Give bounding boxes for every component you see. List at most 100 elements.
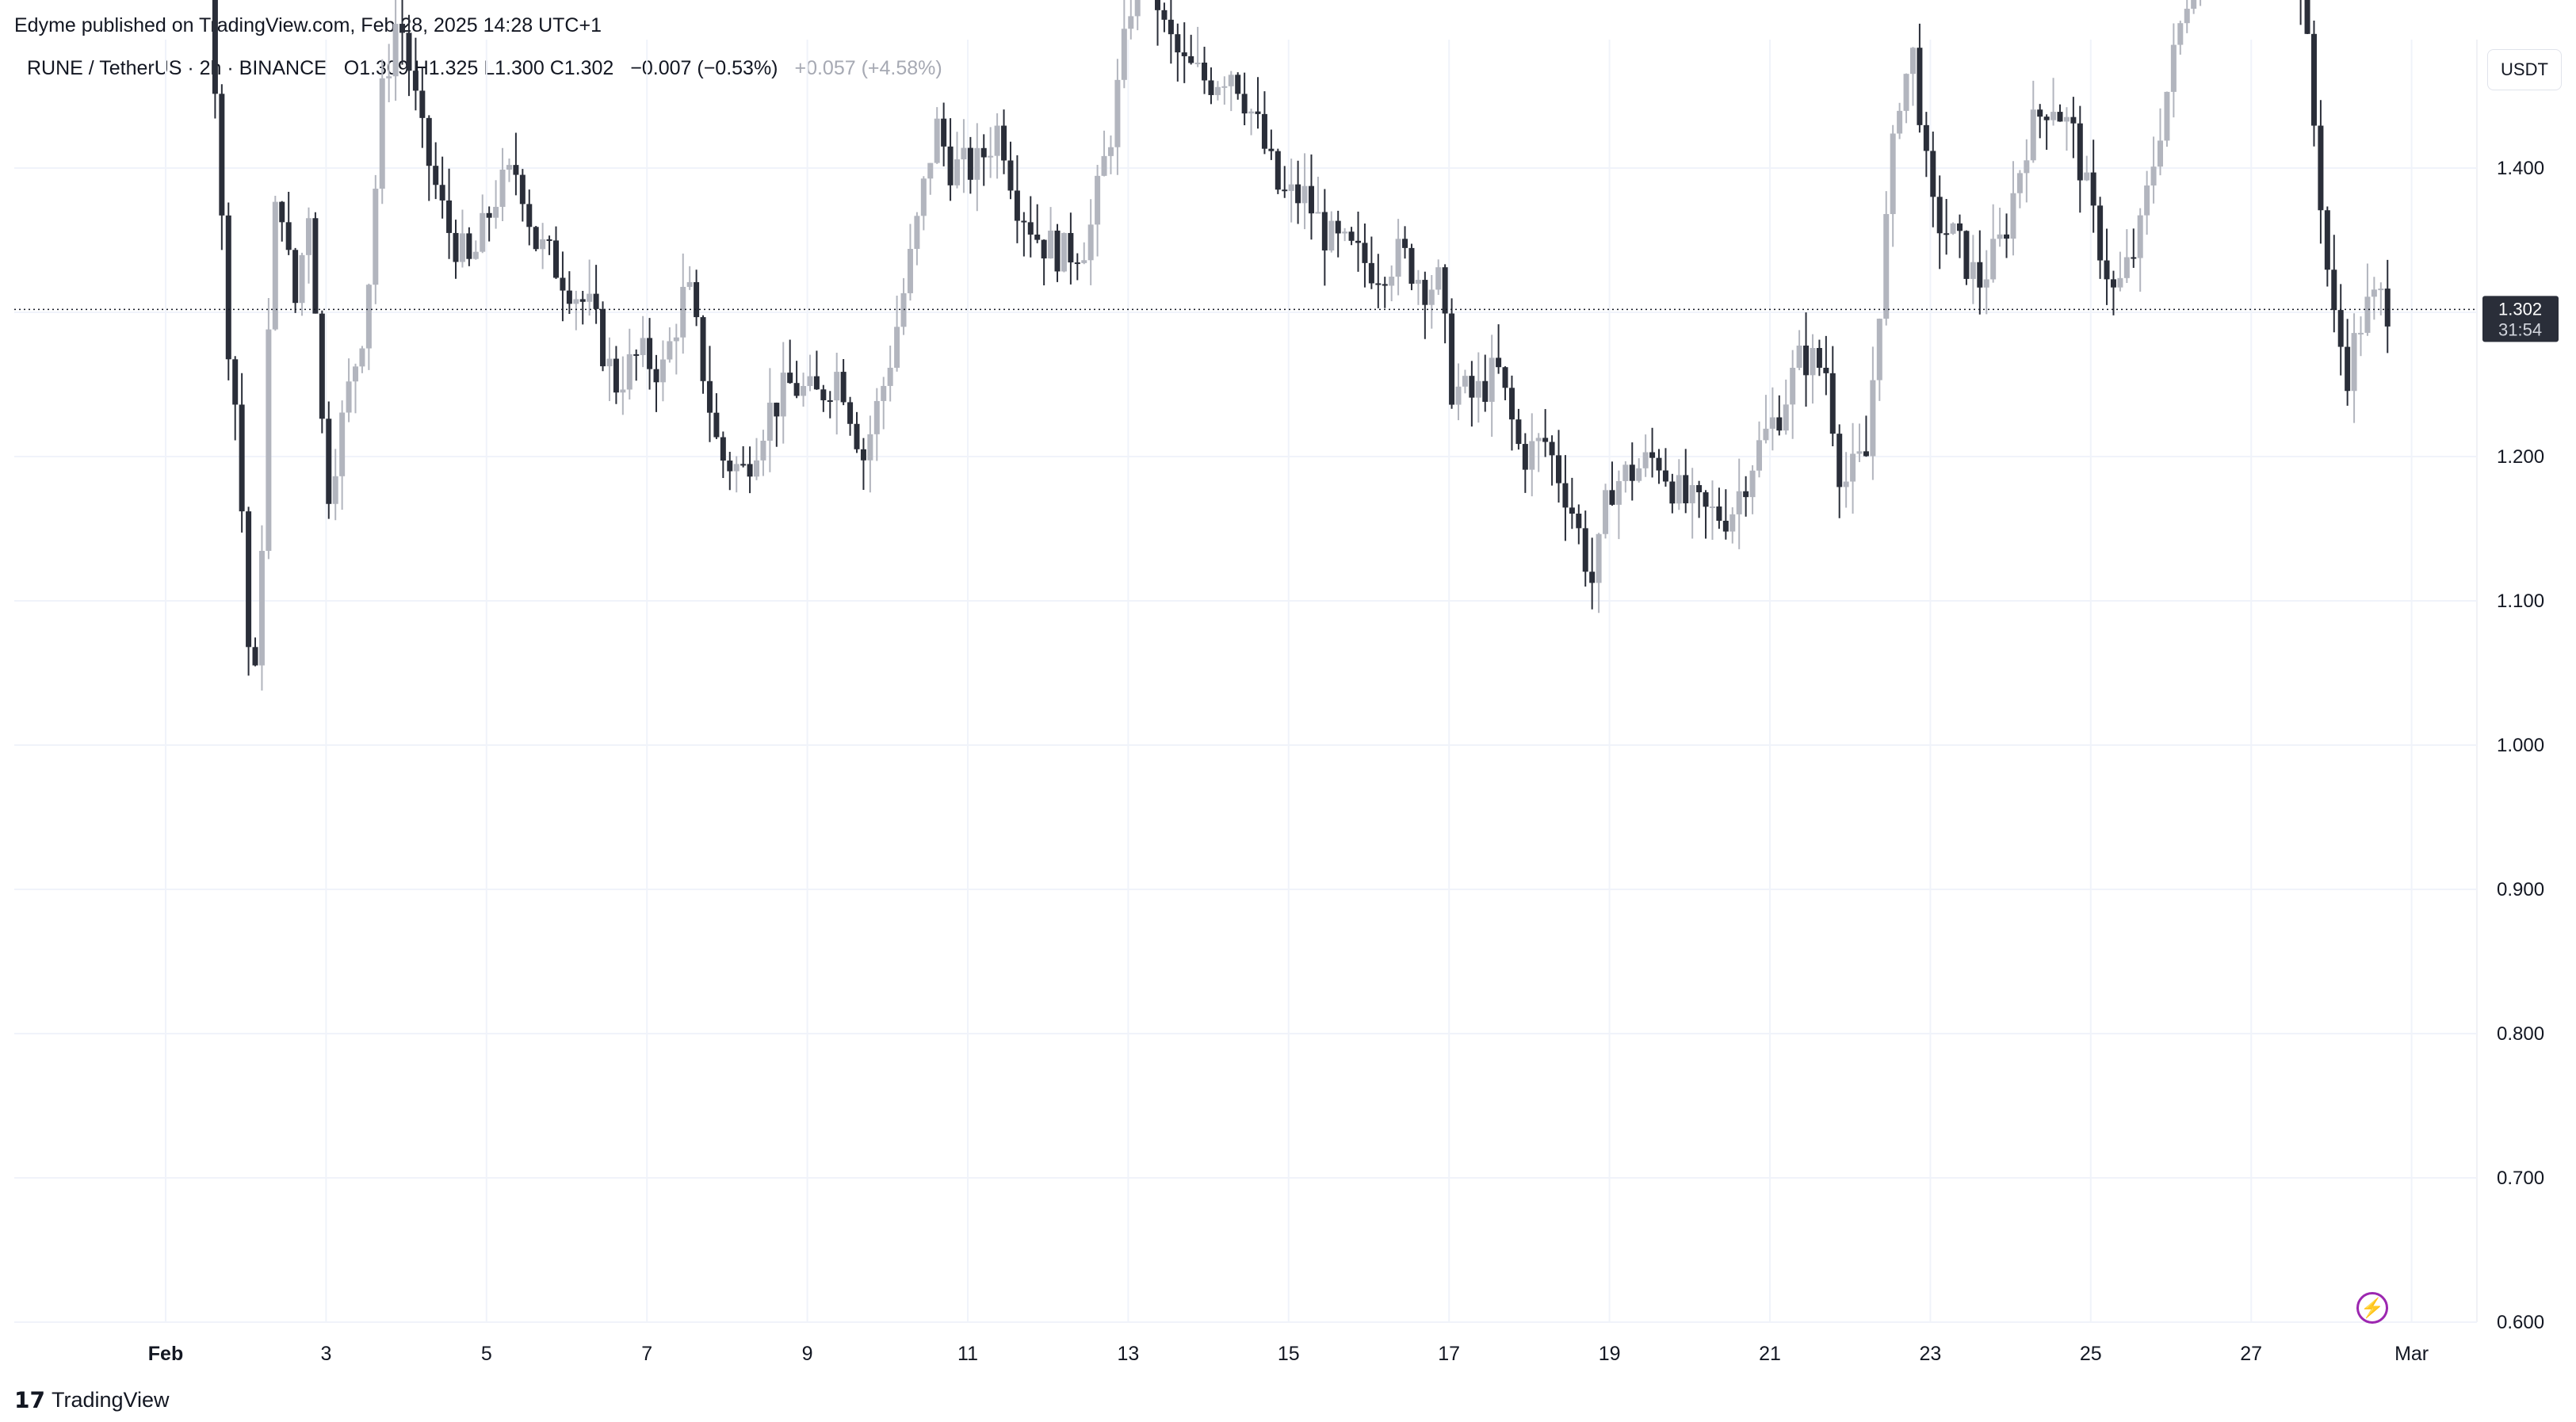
candle-body — [2184, 9, 2190, 24]
candle-body — [2378, 289, 2384, 291]
candle-body — [433, 166, 439, 185]
candle-body — [1155, 0, 1161, 10]
y-tick-label: 0.600 — [2497, 1312, 2544, 1333]
candle-body — [1669, 481, 1676, 504]
candle-body — [1743, 491, 1749, 498]
candle-body — [720, 437, 726, 461]
candle-body — [727, 461, 733, 472]
candle-body — [1636, 468, 1642, 481]
candle-body — [2030, 109, 2036, 161]
x-tick-label: 19 — [1599, 1343, 1621, 1365]
candle-body — [847, 402, 854, 424]
candle-body — [1475, 380, 1481, 398]
candle-body — [1027, 222, 1034, 235]
candle-body — [854, 423, 860, 449]
tradingview-logo[interactable]: 𝟭𝟳 TradingView — [14, 1387, 170, 1413]
candle-body — [2097, 205, 2104, 261]
candle-body — [1983, 279, 1989, 288]
candle-body — [319, 313, 325, 419]
currency-unit-button[interactable]: USDT — [2487, 49, 2562, 90]
candle-body — [980, 147, 987, 158]
candle-body — [1749, 470, 1756, 498]
candle-body — [620, 389, 626, 393]
candle-body — [346, 381, 352, 413]
candle-body — [1522, 444, 1528, 470]
candle-body — [754, 460, 760, 477]
candle-body — [1589, 571, 1596, 583]
candle-body — [1128, 16, 1134, 29]
candle-body — [1596, 533, 1602, 583]
candle-body — [1389, 277, 1395, 286]
candle-body — [1462, 376, 1468, 387]
candle-body — [1943, 233, 1950, 235]
symbol-legend[interactable]: RUNE / TetherUS · 2h · BINANCE O1.309 H1… — [27, 57, 942, 80]
candle-body — [813, 376, 820, 390]
candle-body — [1615, 480, 1622, 505]
candle-body — [820, 389, 827, 400]
candle-body — [1950, 223, 1956, 234]
candle-body — [219, 94, 225, 216]
candle-body — [1382, 284, 1388, 286]
lightning-icon[interactable]: ⚡ — [2356, 1292, 2388, 1324]
candle-body — [2384, 289, 2391, 327]
candle-body — [1649, 452, 1656, 458]
y-tick-label: 0.900 — [2497, 879, 2544, 900]
x-tick-label: 9 — [802, 1343, 813, 1365]
candle-body — [1261, 113, 1267, 149]
candle-body — [285, 222, 292, 250]
candle-body — [1121, 29, 1127, 80]
candle-body — [1408, 247, 1415, 284]
candle-body — [694, 281, 700, 318]
candle-body — [2024, 160, 2030, 174]
candle-body — [1368, 262, 1374, 284]
candle-body — [1282, 189, 1288, 192]
candle-body — [2324, 210, 2330, 270]
x-tick-label: 15 — [1278, 1343, 1300, 1365]
candle-body — [1703, 492, 1709, 507]
candle-body — [1549, 442, 1555, 456]
candle-body — [793, 383, 800, 396]
candle-body — [801, 385, 807, 396]
symbol-label[interactable]: RUNE / TetherUS · 2h · BINANCE — [27, 57, 327, 79]
candle-body — [1909, 48, 1916, 75]
candle-body — [1048, 230, 1054, 259]
candle-body — [386, 76, 392, 78]
candle-body — [379, 78, 385, 189]
candle-body — [1883, 214, 1890, 319]
candle-body — [212, 0, 218, 94]
time-axis[interactable]: Feb 3 5 7 9 11 13 15 17 19 21 23 25 27 Mar — [148, 1343, 2429, 1365]
x-tick-label: 11 — [957, 1343, 978, 1365]
candle-body — [1194, 63, 1201, 65]
x-tick-label: 27 — [2240, 1343, 2262, 1365]
candle-body — [1756, 440, 1763, 471]
candle-body — [1107, 147, 1114, 156]
candle-body — [1054, 230, 1061, 272]
y-tick-label: 1.200 — [2497, 446, 2544, 468]
candle-body — [2110, 279, 2116, 288]
candle-body — [1288, 184, 1294, 191]
candle-body — [2364, 296, 2371, 333]
candle-body — [593, 293, 599, 309]
candle-body — [1375, 283, 1382, 285]
candle-body — [2117, 277, 2123, 288]
candle-body — [1823, 367, 1829, 373]
candle-body — [1876, 319, 1882, 380]
publisher-caption: Edyme published on TradingView.com, Feb … — [14, 14, 602, 36]
candle-body — [1810, 348, 1816, 376]
candle-body — [1275, 151, 1281, 190]
candle-body — [1308, 185, 1314, 214]
candle-body — [1202, 63, 1208, 81]
candle-body — [2104, 260, 2110, 280]
candle-body — [1903, 74, 1909, 111]
candle-body — [2037, 109, 2043, 117]
candle-body — [2318, 125, 2324, 211]
candle-body — [326, 419, 332, 504]
candle-body — [1415, 280, 1421, 284]
candle-body — [587, 293, 593, 302]
candle-body — [1609, 490, 1615, 505]
x-tick-label: 21 — [1759, 1343, 1781, 1365]
candle-body — [600, 308, 606, 367]
candle-body — [2084, 172, 2090, 181]
candle-body — [252, 647, 258, 666]
